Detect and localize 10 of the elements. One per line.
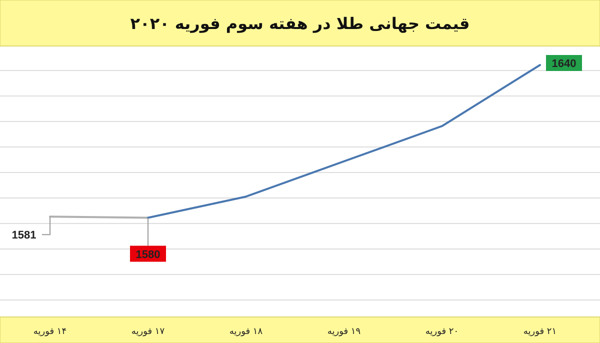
x-tick-label: ۱۴ فوریه xyxy=(33,327,67,337)
text: 1581 xyxy=(12,230,36,242)
text: 1640 xyxy=(552,58,576,70)
chart-title: قیمت جهانی طلا در هفته سوم فوریه ۲۰۲۰ xyxy=(130,14,470,33)
text: 1580 xyxy=(136,248,160,261)
x-tick-label: ۱۷ فوریه xyxy=(131,327,165,337)
x-tick-label: ۱۸ فوریه xyxy=(229,327,263,337)
x-tick-label: ۱۹ فوریه xyxy=(327,327,361,337)
x-tick-label: ۲۰ فوریه xyxy=(425,327,459,337)
x-tick-label: ۲۱ فوریه xyxy=(523,327,557,337)
